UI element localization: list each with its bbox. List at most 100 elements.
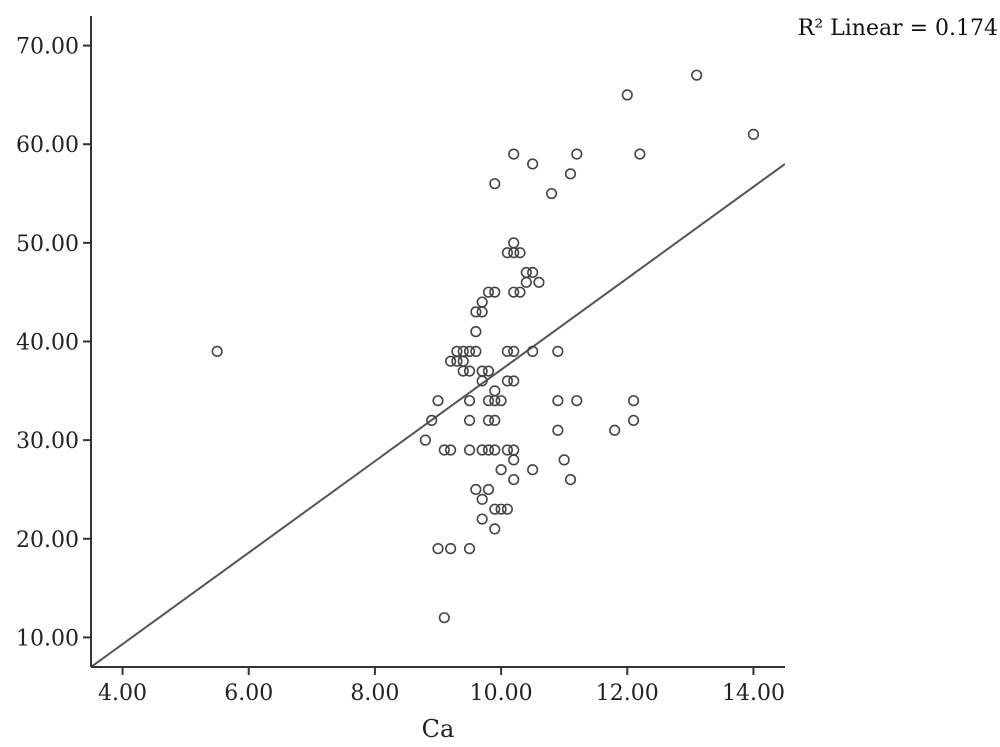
data-point [501,444,514,456]
data-point [489,286,501,298]
data-point [489,385,501,397]
y-tick-label: 10.00 [16,626,79,651]
data-point [470,306,482,318]
data-point [552,395,564,407]
data-point [489,444,501,456]
data-point [463,414,476,427]
x-axis-title: Ca [422,715,455,743]
data-point [514,286,526,298]
data-point [634,148,646,160]
data-point [457,355,469,367]
data-point [489,414,501,427]
data-point [527,266,539,279]
data-point [432,395,444,407]
data-point [508,454,520,466]
data-point [571,148,583,160]
x-tick-label: 4.00 [98,681,147,706]
data-point [482,395,495,407]
data-point [445,355,457,367]
x-tick-label: 8.00 [350,681,399,706]
data-point [508,148,520,160]
y-tick-label: 70.00 [16,35,79,60]
data-point [508,473,520,486]
data-point [457,345,469,357]
data-point [533,276,545,288]
data-point [508,444,520,456]
data-point [482,483,495,496]
data-point [691,69,703,81]
data-point [211,345,223,357]
data-point [482,444,495,456]
data-point [482,286,495,298]
r-squared-annotation: R² Linear = 0.174 [798,16,998,41]
data-point [489,395,501,407]
data-point [419,434,431,446]
data-point [489,523,501,535]
data-point [457,365,469,377]
data-point [489,503,501,515]
data-point [508,286,520,298]
data-point [470,345,482,357]
data-point [495,464,507,476]
data-point [470,326,482,338]
data-point [476,513,488,525]
data-point [501,345,514,357]
data-point [552,345,564,357]
data-point [495,395,507,407]
data-point [527,158,539,170]
data-point [432,543,444,555]
data-point [514,247,526,259]
data-point [621,89,633,101]
data-point [482,414,495,427]
data-point [426,414,438,427]
x-tick-label: 14.00 [722,681,785,706]
data-point [501,247,514,259]
data-point [463,543,476,555]
data-point [520,276,532,288]
data-point [476,493,488,505]
data-point [476,296,488,308]
data-point [476,444,488,456]
data-point [627,395,640,407]
x-tick-label: 12.00 [596,681,659,706]
data-point [508,375,520,387]
data-point [527,464,539,476]
data-point [470,483,482,496]
data-point [438,444,450,456]
data-point [463,444,476,456]
y-tick-label: 50.00 [16,232,79,257]
data-point [489,178,501,190]
y-axis-ticks: 10.00 20.00 30.00 40.00 50.00 60.00 70.00 [16,35,91,651]
data-point [438,612,450,624]
y-tick-label: 20.00 [16,528,79,553]
x-tick-label: 10.00 [470,681,533,706]
x-axis-ticks: 4.00 6.00 8.00 10.00 12.00 14.00 [98,667,785,706]
x-tick-label: 6.00 [224,681,273,706]
data-point [445,543,457,555]
y-tick-label: 40.00 [16,331,79,356]
data-point [501,503,514,515]
data-point [564,473,577,486]
data-point [508,237,520,249]
data-point [558,454,570,466]
data-point [495,503,507,515]
data-point [627,414,640,427]
data-point [451,345,463,357]
data-point [445,444,457,456]
data-points [211,69,760,624]
data-point [545,187,558,200]
y-tick-label: 30.00 [16,429,79,454]
linear-fit-line [91,163,785,667]
data-point [552,424,564,436]
data-point [482,365,495,377]
data-point [463,345,476,357]
data-point [476,375,488,387]
data-point [747,128,760,140]
data-point [501,375,514,387]
data-point [508,247,520,259]
data-point [571,395,583,407]
y-tick-label: 60.00 [16,133,79,158]
data-point [463,395,476,407]
data-point [476,306,488,318]
